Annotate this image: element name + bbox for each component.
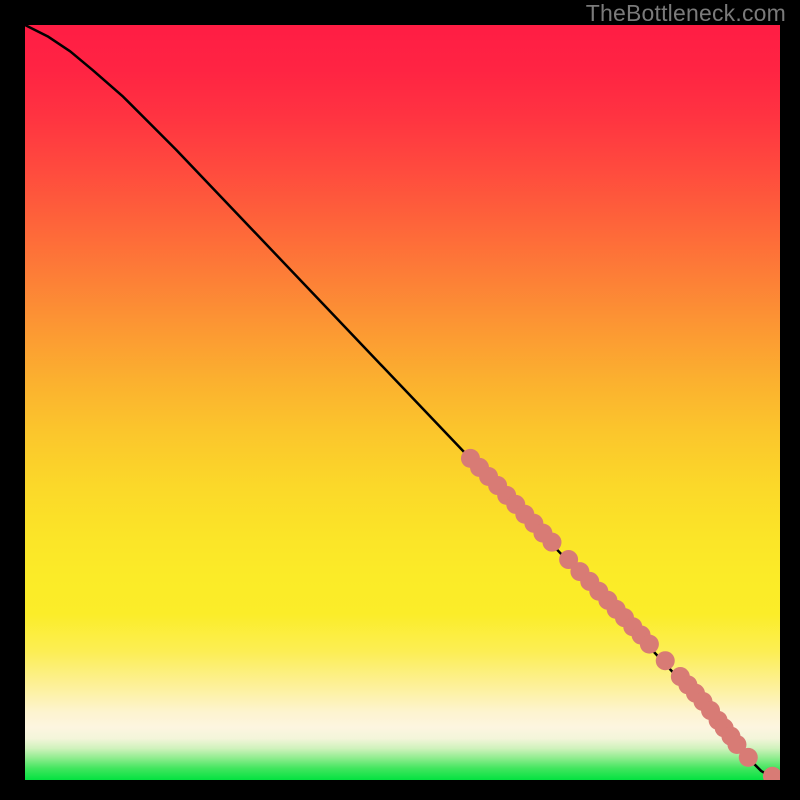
data-marker	[778, 768, 797, 787]
data-marker	[542, 533, 561, 552]
data-marker	[640, 635, 659, 654]
chart-container: TheBottleneck.com	[0, 0, 800, 800]
bottleneck-chart	[0, 0, 800, 800]
data-marker	[656, 651, 675, 670]
data-marker	[739, 748, 758, 767]
